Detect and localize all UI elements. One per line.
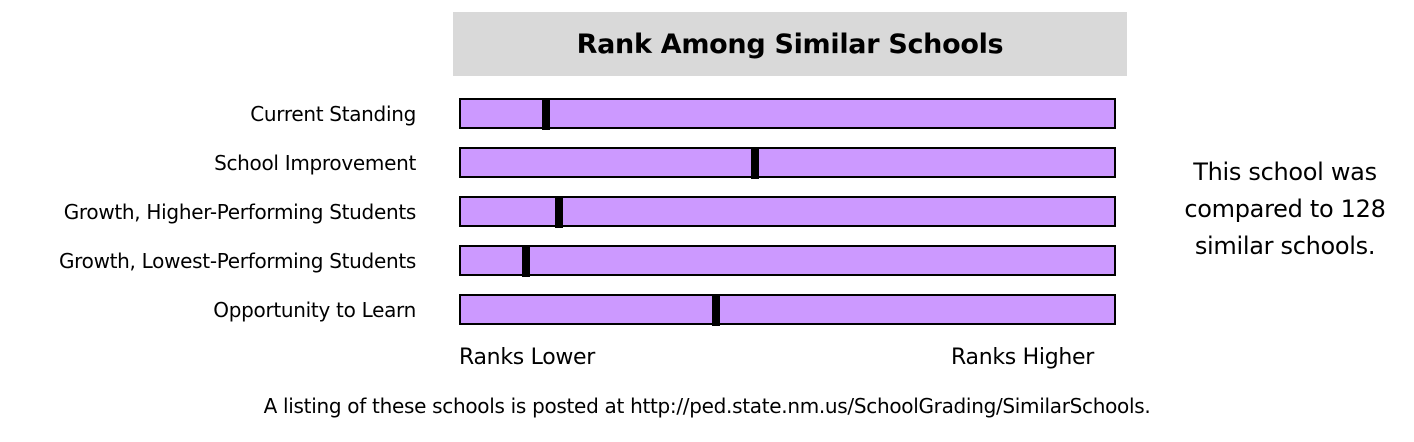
chart-title-box: Rank Among Similar Schools — [453, 12, 1127, 76]
rank-track — [459, 196, 1116, 228]
comparison-note-line-1: This school was — [1193, 158, 1377, 186]
category-label: Current Standing — [250, 102, 416, 126]
rank-track — [459, 98, 1116, 130]
category-label: Growth, Higher-Performing Students — [63, 200, 417, 224]
category-label: Growth, Lowest-Performing Students — [58, 249, 416, 273]
axis-min-label: Ranks Lower — [459, 345, 596, 370]
rank-marker — [541, 99, 550, 130]
rank-track — [459, 245, 1116, 277]
comparison-note: This school was compared to 128 similar … — [1156, 154, 1414, 265]
rank-track — [459, 294, 1116, 326]
comparison-note-line-3: similar schools. — [1194, 232, 1376, 260]
rank-marker — [711, 295, 720, 326]
category-label: Opportunity to Learn — [213, 298, 416, 322]
rank-marker — [554, 197, 563, 228]
category-label: School Improvement — [214, 151, 416, 175]
rank-marker — [750, 148, 759, 179]
comparison-note-line-2: compared to 128 — [1184, 195, 1386, 223]
footer-note: A listing of these schools is posted at … — [263, 394, 1151, 418]
axis-max-label: Ranks Higher — [951, 345, 1094, 370]
chart-title: Rank Among Similar Schools — [576, 28, 1004, 60]
rank-marker — [522, 246, 531, 277]
rank-track — [459, 147, 1116, 179]
